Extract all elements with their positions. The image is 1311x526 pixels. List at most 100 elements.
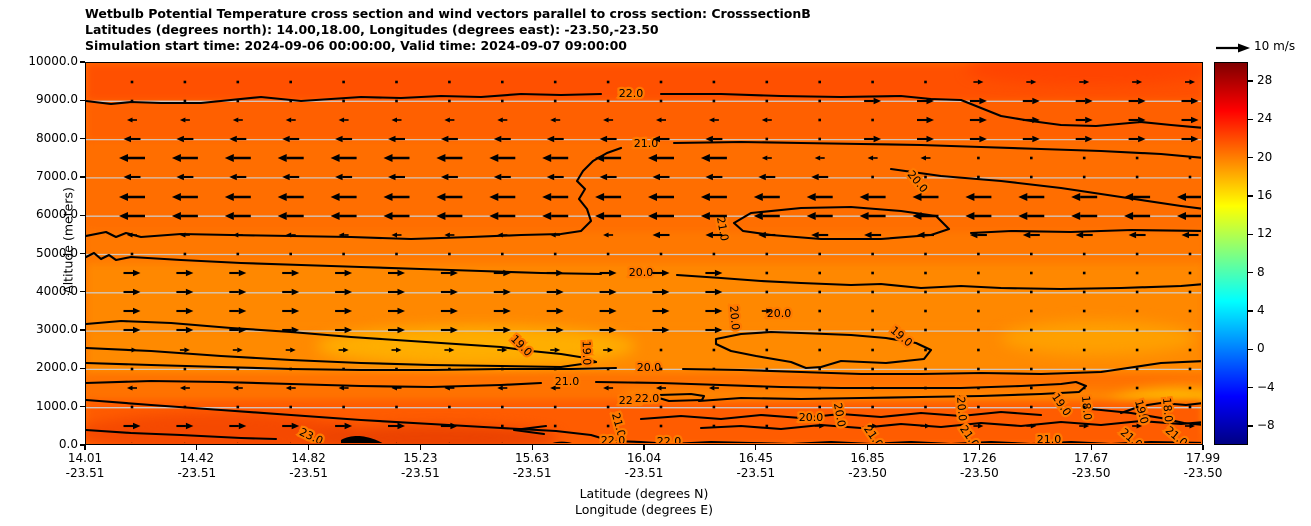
wind-vector-calm — [924, 252, 927, 256]
wind-vector-calm — [342, 405, 345, 409]
wind-vector-calm — [871, 386, 874, 390]
x-tick-longitude: -23.51 — [177, 466, 217, 480]
wind-vector-head — [335, 135, 343, 143]
wind-vector-head — [766, 308, 772, 314]
wind-vector-head — [503, 326, 511, 334]
wind-vector-head — [753, 212, 763, 220]
wind-vector-calm — [1082, 290, 1086, 294]
wind-vector-head — [344, 307, 353, 315]
wind-vector-calm — [765, 137, 769, 141]
x-tick-latitude: 14.82 — [291, 451, 326, 465]
contour-line-c-yellow-outline — [1119, 401, 1201, 415]
colorbar-tick-mark — [1248, 118, 1253, 121]
contour-label: 20.0 — [954, 396, 969, 422]
colorbar-tick-mark — [1248, 386, 1253, 389]
wind-vector-head — [179, 117, 186, 123]
wind-vector-head — [185, 288, 194, 296]
wind-vector-head — [133, 422, 141, 430]
wind-vector-head — [291, 288, 300, 296]
wind-vector-head — [448, 442, 450, 443]
wind-vector-head — [489, 212, 499, 220]
wind-vector-head — [811, 173, 819, 181]
wind-vector-head — [436, 154, 446, 162]
wind-vector-calm — [289, 80, 292, 84]
wind-vector-calm — [1082, 386, 1086, 390]
x-tick-longitude: -23.51 — [736, 466, 776, 480]
wind-vector-head — [1083, 423, 1090, 429]
wind-vector-head — [185, 269, 194, 277]
wind-vector-calm — [1030, 367, 1033, 371]
wind-vector-calm — [1188, 367, 1192, 371]
wind-vector-head — [185, 326, 194, 334]
y-tick-label: 1000.0 — [36, 398, 78, 413]
wind-vector-calm — [924, 80, 927, 84]
wind-vector-calm — [1188, 309, 1192, 313]
x-tick-longitude: -23.50 — [848, 466, 887, 480]
contour-label: 22.0 — [635, 392, 660, 405]
wind-vector-calm — [977, 156, 980, 160]
wind-vector-head — [344, 288, 353, 296]
wind-vector-calm — [501, 99, 504, 103]
wind-vector-calm — [606, 80, 610, 84]
wind-vector-calm — [871, 328, 874, 332]
wind-vector-calm — [765, 386, 769, 390]
x-tick-latitude: 14.42 — [179, 451, 214, 465]
wind-vector-head — [232, 385, 239, 391]
contour-line-c22-small-closed — [657, 392, 706, 403]
wind-vector-head — [131, 347, 137, 353]
wind-vector-head — [1032, 97, 1040, 105]
wind-vector-head — [811, 231, 819, 239]
wind-vector-calm — [977, 405, 980, 409]
wind-vector-calm — [977, 367, 980, 371]
wind-vector-calm — [183, 252, 187, 256]
wind-vector-head — [1191, 116, 1199, 124]
wind-vector-calm — [1082, 252, 1086, 256]
x-tick-label: 16.45 -23.51 — [716, 451, 796, 481]
wind-vector-calm — [659, 80, 663, 84]
wind-vector-head — [291, 326, 300, 334]
contour-label: 22.0 — [657, 435, 682, 443]
contour-line-c23-bottom — [86, 428, 278, 441]
wind-vector-head — [1018, 212, 1028, 220]
contour-label: 20.0 — [629, 266, 654, 279]
wind-vector-head — [171, 154, 181, 162]
wind-vector-calm — [1082, 156, 1086, 160]
wind-vector-calm — [977, 348, 980, 352]
wind-vector-head — [1071, 212, 1081, 220]
wind-vector-calm — [1188, 252, 1192, 256]
wind-vector-head — [127, 385, 133, 391]
wind-vector-head — [1177, 193, 1186, 201]
wind-vector-calm — [871, 405, 874, 409]
wind-vector-calm — [183, 80, 187, 84]
colorbar-tick-label: 12 — [1257, 226, 1273, 241]
wind-vector-calm — [1135, 386, 1139, 390]
contour-line-c22-top-east — [659, 92, 1201, 129]
wind-vector-head — [277, 154, 287, 162]
wind-vector-calm — [501, 252, 504, 256]
wind-vector-calm — [342, 99, 345, 103]
wind-vector-calm — [553, 405, 557, 409]
wind-vector-calm — [765, 290, 769, 294]
x-tick-latitude: 14.01 — [67, 451, 103, 465]
colorbar-tick-label: 0 — [1257, 341, 1265, 356]
wind-vector-head — [859, 212, 869, 220]
wind-vector-calm — [818, 290, 821, 294]
wind-vector-head — [609, 288, 617, 296]
x-tick-label: 15.23 -23.51 — [380, 451, 460, 481]
wind-vector-head — [440, 173, 449, 181]
wind-vector-calm — [130, 405, 134, 409]
wind-vector-calm — [606, 367, 610, 371]
wind-vector-calm — [712, 367, 716, 371]
wind-vector-calm — [289, 405, 292, 409]
contour-label: 19.0 — [508, 332, 535, 359]
wind-vector-calm — [1135, 367, 1139, 371]
wind-vector-head — [705, 173, 713, 181]
wind-vector-calm — [1188, 405, 1192, 409]
y-tick-label: 2000.0 — [36, 360, 78, 375]
wind-vector-head — [503, 307, 511, 315]
wind-vector-calm — [924, 367, 927, 371]
wind-vector-calm — [871, 271, 874, 275]
wind-vector-head — [131, 442, 133, 443]
wind-vector-calm — [659, 367, 663, 371]
x-tick-label: 14.42 -23.51 — [157, 451, 237, 481]
